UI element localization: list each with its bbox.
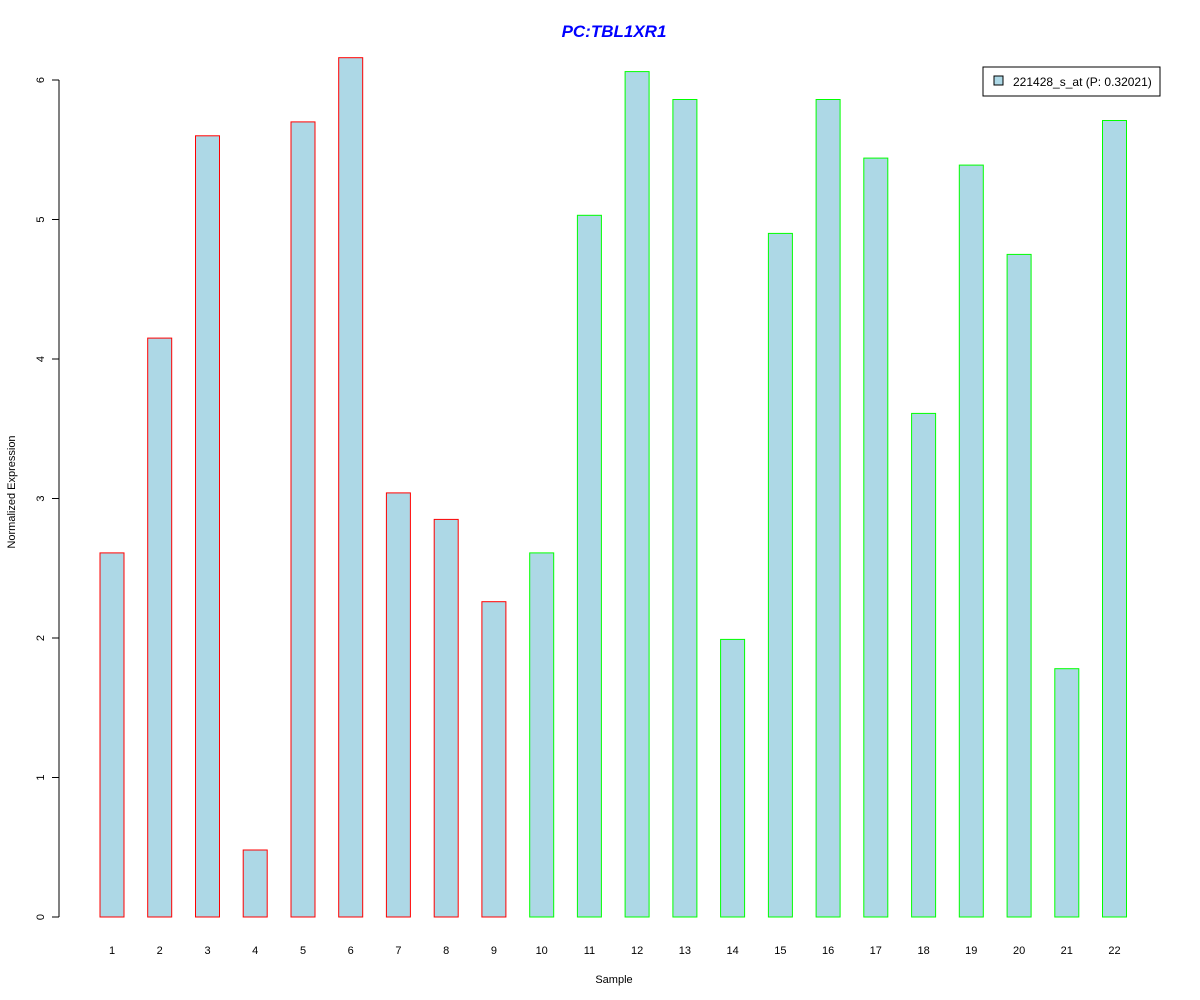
bar-sample-15 bbox=[767, 232, 793, 918]
y-axis: 0 1 2 3 4 5 6 bbox=[35, 77, 60, 920]
y-tick-label: 3 bbox=[35, 495, 47, 501]
x-tick-label: 14 bbox=[726, 945, 738, 957]
legend-label: 221428_s_at (P: 0.32021) bbox=[1013, 75, 1152, 89]
bar-sample-4 bbox=[242, 849, 268, 918]
bar-sample-17 bbox=[863, 157, 889, 918]
bar-sample-13 bbox=[672, 99, 698, 918]
bar-sample-20 bbox=[1006, 253, 1032, 918]
bar-sample-7 bbox=[385, 492, 411, 918]
bar-sample-22 bbox=[1102, 120, 1127, 918]
legend: 221428_s_at (P: 0.32021) bbox=[982, 66, 1161, 97]
bar-sample-16 bbox=[815, 99, 841, 918]
x-tick-label: 5 bbox=[300, 945, 306, 957]
bar-sample-1 bbox=[99, 552, 125, 918]
x-tick-label: 13 bbox=[679, 945, 691, 957]
y-tick-label: 5 bbox=[35, 216, 47, 222]
bar-sample-19 bbox=[958, 164, 984, 918]
x-axis-labels: 1 2 3 4 5 6 7 8 9 10 11 12 13 14 15 16 17 18 19 20 21 22 bbox=[109, 945, 1121, 957]
bar-sample-9 bbox=[481, 601, 507, 918]
y-tick-label: 0 bbox=[35, 914, 47, 920]
y-tick-label: 2 bbox=[35, 635, 47, 641]
x-tick-label: 22 bbox=[1108, 945, 1120, 957]
bar-sample-14 bbox=[720, 638, 746, 918]
y-axis-title: Normalized Expression bbox=[6, 435, 18, 548]
x-tick-label: 19 bbox=[965, 945, 977, 957]
x-tick-label: 17 bbox=[870, 945, 882, 957]
x-tick-label: 11 bbox=[584, 945, 595, 957]
x-tick-label: 4 bbox=[252, 945, 258, 957]
x-tick-label: 3 bbox=[204, 945, 210, 957]
x-tick-label: 20 bbox=[1013, 945, 1025, 957]
y-tick-label: 1 bbox=[35, 774, 47, 780]
x-tick-label: 18 bbox=[917, 945, 929, 957]
bar-sample-2 bbox=[147, 337, 173, 918]
bar-sample-10 bbox=[529, 552, 555, 918]
chart-title: PC:TBL1XR1 bbox=[562, 22, 667, 41]
x-tick-label: 16 bbox=[822, 945, 834, 957]
bar-sample-18 bbox=[911, 412, 937, 918]
x-tick-label: 9 bbox=[491, 945, 497, 957]
x-tick-label: 7 bbox=[395, 945, 401, 957]
legend-swatch bbox=[993, 75, 1004, 86]
bar-sample-5 bbox=[290, 121, 316, 918]
legend-box bbox=[982, 66, 1161, 97]
x-tick-label: 1 bbox=[109, 945, 115, 957]
x-axis-title: Sample bbox=[595, 974, 632, 986]
bar-sample-3 bbox=[195, 135, 220, 918]
x-tick-label: 8 bbox=[443, 945, 449, 957]
x-tick-label: 15 bbox=[774, 945, 786, 957]
x-tick-label: 10 bbox=[536, 945, 548, 957]
bar-sample-11 bbox=[576, 214, 602, 918]
bar-sample-21 bbox=[1054, 668, 1080, 918]
bar-sample-6 bbox=[338, 57, 364, 918]
y-tick-label: 4 bbox=[35, 356, 47, 362]
bars-group bbox=[99, 57, 1127, 918]
x-tick-label: 2 bbox=[157, 945, 163, 957]
x-tick-label: 12 bbox=[631, 945, 643, 957]
bar-sample-8 bbox=[433, 518, 459, 918]
x-tick-label: 21 bbox=[1061, 945, 1073, 957]
bar-sample-12 bbox=[624, 71, 650, 918]
x-tick-label: 6 bbox=[348, 945, 354, 957]
y-tick-label: 6 bbox=[35, 77, 47, 83]
